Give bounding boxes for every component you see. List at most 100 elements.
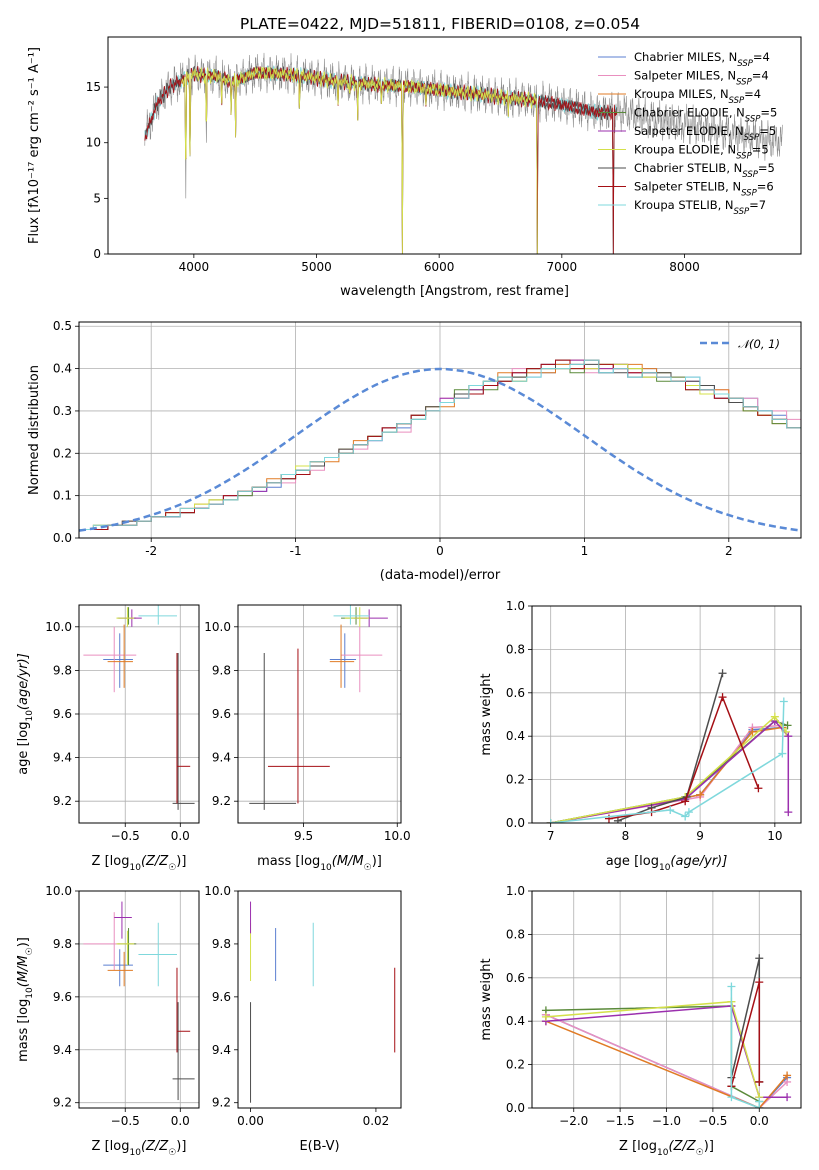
age-vs-mass-point-chabrier-miles (329, 633, 357, 688)
weight-vs-age-marker-salpeter-stelib-4 (754, 784, 763, 793)
weight-vs-Z-xtick-label-2: −1.0 (652, 1114, 681, 1128)
weight-vs-Z-xlabel_parts-part-3: ☉ (696, 1148, 704, 1158)
age-vs-Z-ytick-label-2: 9.6 (53, 707, 72, 721)
age-vs-mass-xtick-label-0: 9.5 (294, 829, 313, 843)
residuals-xtick-label-3: 1 (581, 544, 589, 558)
weight-vs-age-line-kroupa-stelib (550, 701, 785, 823)
residuals-ytick-label-1: 0.1 (53, 489, 72, 503)
weight-vs-age-xtick-label-1: 8 (622, 829, 630, 843)
legend-label-main: Salpeter MILES, N (634, 69, 736, 83)
weight-vs-Z-ytick-label-0: 0.0 (506, 1101, 525, 1115)
weight-vs-Z-xtick-label-4: 0.0 (750, 1114, 769, 1128)
legend-label-main: Salpeter ELODIE, N (634, 124, 744, 138)
figure-title: PLATE=0422, MJD=51811, FIBERID=0108, z=0… (240, 15, 640, 33)
legend-label-salpeter-stelib: Salpeter STELIB, NSSP=6 (634, 180, 774, 199)
spectrum-xtick-label-2: 6000 (424, 260, 455, 274)
residuals-ytick-label-0: 0.0 (53, 531, 72, 545)
age-vs-Z-point-salpeter-miles (83, 626, 137, 693)
mass-vs-Z-ytick-label-3: 9.8 (53, 937, 72, 951)
age-vs-Z-point-kroupa-stelib (138, 605, 177, 625)
mass-vs-Z-xlabel_parts-part-2: (Z/Z (141, 1139, 169, 1154)
spectrum-ytick-label-3: 15 (86, 80, 101, 94)
mass-vs-Z-ytick-label-1: 9.4 (53, 1043, 72, 1057)
legend-label-kroupa-stelib: Kroupa STELIB, NSSP=7 (634, 198, 766, 217)
weight-vs-age-marker-kroupa-stelib-4 (778, 749, 787, 758)
weight-vs-Z-xlabel_parts-part-1: 10 (657, 1148, 669, 1158)
age-vs-Z-frame (78, 604, 200, 824)
age-vs-mass-point-salpeter-miles (341, 626, 383, 693)
age-vs-Z-xlabel_parts-part-1: 10 (129, 863, 141, 873)
mass-vs-Z-panel: −0.5 0.09.29.49.69.810.0Z [log10(Z/Z☉)]ma… (16, 884, 200, 1158)
mass-vs-Z-point-salpeter-stelib (176, 967, 191, 1053)
age-vs-mass-ytick-label-2: 9.6 (212, 707, 231, 721)
age-vs-mass-xlabel_parts-part-2: (M/M (332, 854, 364, 869)
weight-vs-Z-line-salpeter-miles (545, 1014, 788, 1108)
weight-vs-age-marker-kroupa-miles-2 (748, 727, 757, 736)
age-vs-mass-xtick-label-1: 10.0 (384, 829, 411, 843)
mass-vs-ebv-xtick-label-0: 0.00 (237, 1114, 264, 1128)
legend-label-tail: =5 (759, 124, 776, 138)
legend-label-sub: SSP (742, 170, 758, 180)
weight-vs-Z-marker-kroupa-elodie-0 (541, 1012, 550, 1021)
weight-vs-Z-xtick-label-0: −2.0 (559, 1114, 588, 1128)
mass-vs-Z-point-salpeter-elodie (114, 901, 132, 939)
legend-label-tail: =4 (744, 87, 761, 101)
age-vs-Z-ylabel_parts: age [log10(age/yr)] (16, 653, 35, 775)
weight-vs-age-ytick-label-4: 0.8 (506, 642, 525, 656)
legend-label-sub: SSP (736, 152, 752, 162)
legend-label-tail: =4 (753, 50, 770, 64)
legend-label-sub: SSP (741, 189, 757, 199)
weight-vs-age-frame (531, 605, 802, 824)
mass-vs-ebv-panel: 0.00 0.02 9.2 9.4 9.6 9.8 10.0 E(B-V) (204, 884, 402, 1154)
weight-vs-Z-plot-area (541, 954, 792, 1108)
residuals-plot-area (79, 359, 801, 532)
legend-label-main: Kroupa MILES, N (634, 87, 729, 101)
legend-label-main: Chabrier MILES, N (634, 50, 737, 64)
residuals-xtick-label-4: 2 (725, 544, 733, 558)
legend-label-main: Salpeter STELIB, N (634, 180, 741, 194)
mass-vs-ebv-xtick-label-1: 0.02 (363, 1114, 390, 1128)
age-vs-Z-point-kroupa-elodie (116, 607, 135, 627)
legend-label-chabrier-elodie: Chabrier ELODIE, NSSP=5 (634, 106, 777, 125)
residuals-xlabel: (data-model)/error (380, 568, 501, 583)
mass-vs-ebv-ytick-label-2: 9.6 (212, 990, 231, 1004)
weight-vs-Z-xlabel_parts: Z [log10(Z/Z☉)] (619, 1139, 714, 1158)
age-vs-mass-frame (237, 604, 402, 824)
age-vs-Z-point-salpeter-stelib (176, 652, 191, 804)
mass-vs-Z-xlabel_parts-part-0: Z [log (92, 1139, 130, 1154)
residuals-ytick-label-2: 0.2 (53, 446, 72, 460)
legend-label-tail: =5 (760, 106, 777, 120)
weight-vs-age-marker-kroupa-stelib-1 (666, 805, 675, 814)
weight-vs-Z-frame (531, 890, 802, 1109)
legend-label-sub: SSP (729, 96, 745, 106)
histogram-salpeter-elodie (79, 359, 801, 530)
spectrum-panel: 4000 5000 6000 7000 8000 0 5 10 15 Chabrier MILES… (27, 36, 802, 299)
legend-label-tail: =5 (758, 161, 775, 175)
weight-vs-Z-xtick-label-1: −1.5 (606, 1114, 635, 1128)
weight-vs-age-xlabel_parts: age [log10(age/yr)] (606, 854, 728, 873)
mass-vs-Z-point-kroupa-elodie (116, 930, 135, 966)
weight-vs-age-marker-kroupa-stelib-5 (779, 697, 788, 706)
age-vs-mass-xlabel_parts-part-1: 10 (320, 863, 332, 873)
weight-vs-Z-marker-kroupa-stelib-3 (755, 1097, 764, 1106)
legend-label-kroupa-elodie: Kroupa ELODIE, NSSP=5 (634, 143, 769, 162)
weight-vs-Z-marker-kroupa-stelib-1 (727, 1093, 736, 1102)
mass-vs-Z-point-chabrier-stelib (172, 1002, 195, 1101)
weight-vs-Z-ytick-label-3: 0.6 (506, 971, 525, 985)
mass-vs-Z-ylabel_parts-part-4: )] (16, 937, 31, 947)
mass-vs-Z-ylabel_parts-part-3: ☉ (25, 947, 35, 955)
weight-vs-age-xlabel_parts-part-2: (age/yr)] (670, 854, 727, 869)
age-vs-mass-xlabel_parts: mass [log10(M/M☉)] (257, 854, 382, 873)
weight-vs-age-marker-salpeter-stelib-2 (681, 797, 690, 806)
weight-vs-Z-ytick-label-4: 0.8 (506, 927, 525, 941)
weight-vs-Z-panel: −2.0 −1.5 −1.0 −0.5 0.0 0.0 0.2 0.4 0.6 0.8 1.0 Z [… (479, 884, 802, 1158)
weight-vs-Z-marker-salpeter-stelib-1 (755, 978, 764, 987)
weight-vs-Z-marker-kroupa-stelib-0 (727, 982, 736, 991)
age-vs-mass-xlabel_parts-part-4: )] (372, 854, 382, 869)
mass-vs-ebv-ytick-label-1: 9.4 (212, 1043, 231, 1057)
legend-label-kroupa-miles: Kroupa MILES, NSSP=4 (634, 87, 761, 106)
mass-vs-Z-point-kroupa-stelib (138, 922, 177, 987)
weight-vs-age-marker-kroupa-stelib-3 (684, 808, 693, 817)
age-vs-mass-point-kroupa-elodie (344, 607, 370, 627)
